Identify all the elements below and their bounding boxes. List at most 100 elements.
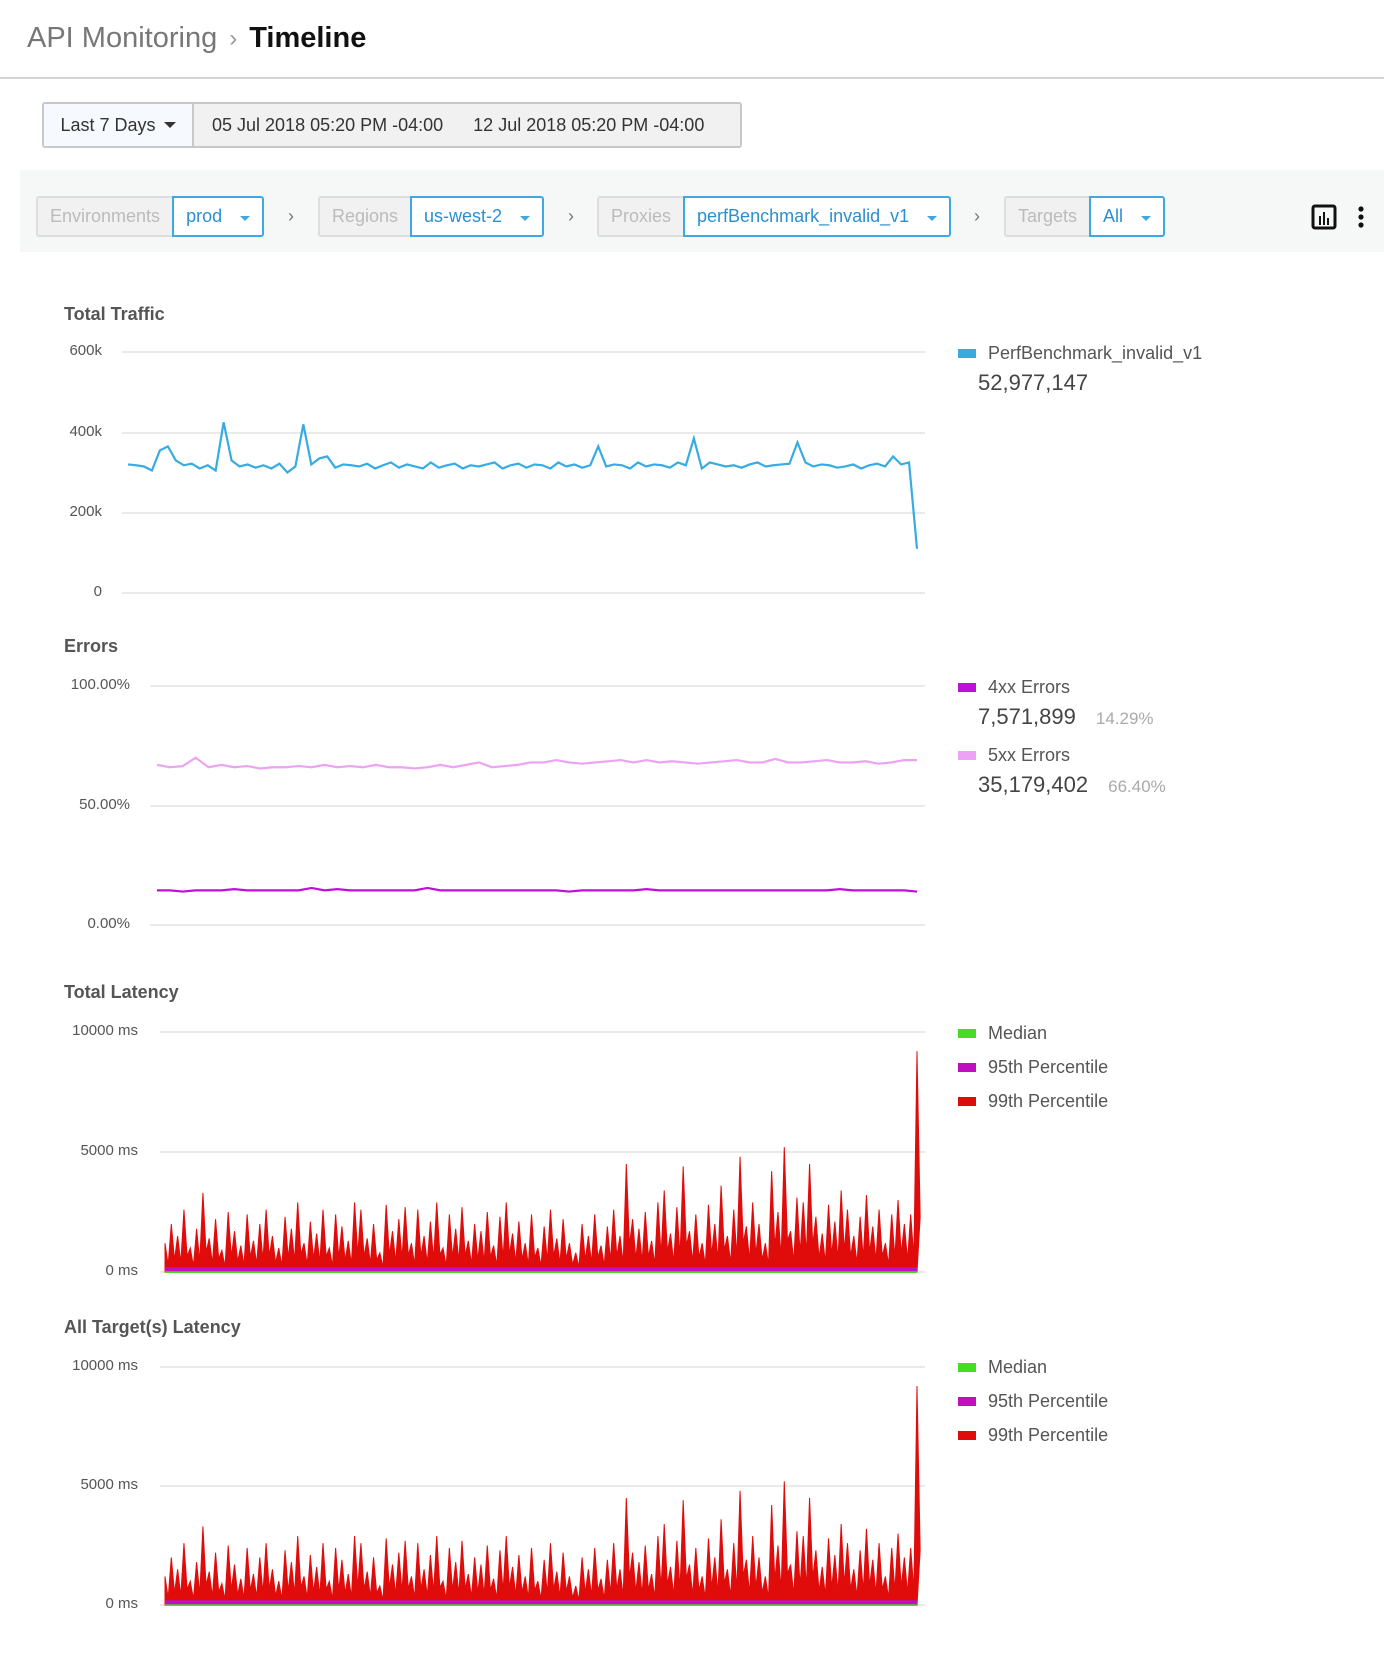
y-tick-label: 0.00% <box>87 915 130 932</box>
y-tick-label: 600k <box>69 342 102 359</box>
date-preset-dropdown[interactable]: Last 7 Days <box>44 104 194 146</box>
series-area <box>165 1604 917 1606</box>
legend-label: 5xx Errors <box>988 744 1071 765</box>
page-header: API Monitoring › Timeline <box>0 0 1384 79</box>
legend-total: 35,179,402 <box>978 772 1089 797</box>
legend-label: 95th Percentile <box>988 1390 1109 1411</box>
legend-swatch <box>958 1096 976 1106</box>
filter-bar: Environments prod › Regions us-west-2 › Pr… <box>20 170 1384 252</box>
legend-item[interactable]: Median <box>958 1356 1108 1378</box>
series-area <box>165 1267 917 1273</box>
legend-item[interactable]: Median <box>958 1022 1108 1044</box>
caret-down-icon <box>163 122 176 128</box>
proxy-dropdown[interactable]: perfBenchmark_invalid_v1 <box>683 196 952 237</box>
chart-title: Total Traffic <box>64 304 165 324</box>
legend-swatch <box>958 1362 976 1372</box>
chart-title: Errors <box>64 636 119 656</box>
filter-targets[interactable]: Targets All <box>1004 196 1166 237</box>
chevron-right-icon: › <box>288 206 294 226</box>
legend-item[interactable]: 5xx Errors <box>958 744 1166 766</box>
filter-label: Proxies <box>597 196 684 237</box>
legend-item[interactable]: 4xx Errors <box>958 676 1166 698</box>
series-line <box>127 422 919 549</box>
y-tick-label: 0 ms <box>105 1262 138 1279</box>
chart-plot <box>150 685 925 926</box>
y-tick-label: 5000 ms <box>80 1476 138 1493</box>
breadcrumb-parent[interactable]: API Monitoring <box>27 22 218 54</box>
legend-label: 95th Percentile <box>988 1056 1109 1077</box>
legend-item[interactable]: 95th Percentile <box>958 1056 1108 1078</box>
breadcrumb: API Monitoring › Timeline <box>27 22 366 55</box>
legend-item[interactable]: 99th Percentile <box>958 1090 1108 1112</box>
y-tick-label: 5000 ms <box>80 1142 138 1159</box>
chart-plot <box>160 1366 925 1606</box>
date-range-picker[interactable]: Last 7 Days 05 Jul 2018 05:20 PM -04:00 1… <box>42 102 742 148</box>
series-area <box>164 1051 921 1273</box>
page-title: Timeline <box>249 22 367 54</box>
chart-plot <box>122 351 925 594</box>
chart-title: All Target(s) Latency <box>64 1317 241 1337</box>
caret-down-icon <box>520 216 531 221</box>
series-area <box>165 1271 917 1273</box>
legend-swatch <box>958 348 976 358</box>
legend-total: 52,977,147 <box>978 370 1089 395</box>
y-tick-label: 10000 ms <box>72 1022 138 1039</box>
legend-label: PerfBenchmark_invalid_v1 <box>988 342 1203 363</box>
legend-swatch <box>958 682 976 692</box>
legend-total: 7,571,899 <box>978 704 1076 729</box>
legend-swatch <box>958 1430 976 1440</box>
chart-legend: Median 95th Percentile 99th Percentile <box>958 1356 1108 1458</box>
chart-legend: Median 95th Percentile 99th Percentile <box>958 1022 1108 1124</box>
filter-value: All <box>1103 206 1124 226</box>
y-tick-label: 50.00% <box>79 796 130 813</box>
y-tick-label: 10000 ms <box>72 1357 138 1374</box>
chart-legend: 4xx Errors 7,571,899 14.29% 5xx Errors 35,17… <box>958 676 1166 812</box>
series-area <box>165 1600 917 1606</box>
caret-down-icon <box>240 216 251 221</box>
environment-dropdown[interactable]: prod <box>172 196 265 237</box>
legend-label: Median <box>988 1356 1048 1377</box>
chevron-right-icon: › <box>568 206 574 226</box>
y-tick-label: 200k <box>69 503 102 520</box>
y-tick-label: 0 <box>93 583 102 600</box>
filter-label: Environments <box>36 196 173 237</box>
legend-item[interactable]: 99th Percentile <box>958 1424 1108 1446</box>
chevron-right-icon: › <box>974 206 980 226</box>
y-tick-label: 0 ms <box>105 1595 138 1612</box>
caret-down-icon <box>927 216 938 221</box>
chart-legend: PerfBenchmark_invalid_v1 52,977,147 <box>958 342 1202 410</box>
legend-item[interactable]: PerfBenchmark_invalid_v1 <box>958 342 1202 364</box>
end-date[interactable]: 12 Jul 2018 05:20 PM -04:00 <box>473 114 705 135</box>
filter-regions[interactable]: Regions us-west-2 <box>318 196 545 237</box>
legend-swatch <box>958 750 976 760</box>
legend-label: 4xx Errors <box>988 676 1071 697</box>
legend-label: 99th Percentile <box>988 1424 1109 1445</box>
start-date[interactable]: 05 Jul 2018 05:20 PM -04:00 <box>212 114 444 135</box>
chart-title: Total Latency <box>64 982 179 1002</box>
legend-label: Median <box>988 1022 1048 1043</box>
legend-label: 99th Percentile <box>988 1090 1109 1111</box>
legend-swatch <box>958 1396 976 1406</box>
legend-swatch <box>958 1062 976 1072</box>
y-tick-label: 100.00% <box>70 676 130 693</box>
filter-value: prod <box>186 206 223 226</box>
series-line <box>157 886 918 893</box>
series-area <box>164 1386 921 1606</box>
chart-plot <box>160 1031 925 1273</box>
caret-down-icon <box>1141 216 1152 221</box>
date-preset-label: Last 7 Days <box>60 114 156 135</box>
legend-percent: 14.29% <box>1095 709 1154 728</box>
region-dropdown[interactable]: us-west-2 <box>410 196 545 237</box>
filter-value: perfBenchmark_invalid_v1 <box>697 206 910 226</box>
filter-environments[interactable]: Environments prod <box>36 196 265 237</box>
y-tick-label: 400k <box>69 423 102 440</box>
legend-percent: 66.40% <box>1108 777 1166 796</box>
more-vertical-icon[interactable] <box>1357 204 1365 230</box>
filter-proxies[interactable]: Proxies perfBenchmark_invalid_v1 <box>597 196 952 237</box>
legend-item[interactable]: 95th Percentile <box>958 1390 1108 1412</box>
bar-chart-icon[interactable] <box>1311 204 1337 230</box>
filter-value: us-west-2 <box>424 206 503 226</box>
filter-label: Regions <box>318 196 411 237</box>
target-dropdown[interactable]: All <box>1089 196 1166 237</box>
chevron-right-icon: › <box>229 24 238 52</box>
